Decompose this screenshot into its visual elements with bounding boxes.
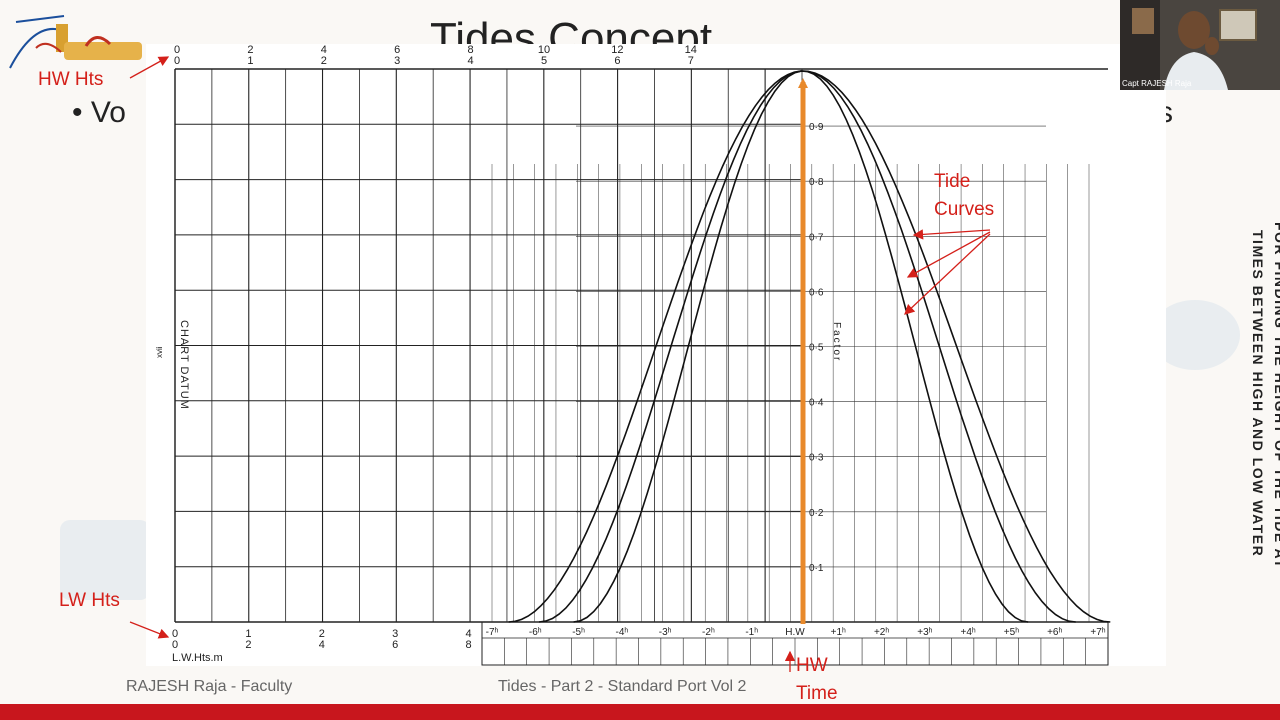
bottom-bar bbox=[0, 704, 1280, 720]
hw-time-label-line-1: HW bbox=[796, 655, 828, 676]
webcam-video[interactable]: Capt RAJESH Raja bbox=[1120, 0, 1280, 90]
top-scale-tick-label: 10 bbox=[538, 44, 550, 56]
bottom-scale-tick-label: 2 bbox=[245, 639, 251, 651]
bottom-scale-tick-label: 4 bbox=[466, 628, 472, 640]
side-title-line-1: FOR FINDING THE HEIGHT OF THE TIDE AT bbox=[1272, 222, 1280, 570]
top-scale-tick-label: 12 bbox=[611, 44, 623, 56]
lw-hts-axis-label: L.W.Hts.m bbox=[172, 652, 223, 664]
factor-tick-label: 0·5 bbox=[809, 343, 824, 354]
top-scale-tick-label: 7 bbox=[688, 55, 694, 67]
chart-datum-label: CHART DATUM bbox=[178, 320, 190, 410]
top-scale-tick-label: 3 bbox=[394, 55, 400, 67]
tide-curve-3 bbox=[573, 70, 1111, 623]
company-logo bbox=[9, 15, 142, 69]
time-axis-label: +7ʰ bbox=[1090, 627, 1105, 638]
time-axis-label: +1ʰ bbox=[831, 627, 846, 638]
bottom-scale-tick-label: 1 bbox=[245, 628, 251, 640]
time-axis-label: -7ʰ bbox=[486, 627, 499, 638]
time-axis-label: H.W bbox=[785, 627, 805, 638]
hw-line-arrowhead bbox=[798, 78, 808, 88]
page-number: xvii bbox=[155, 346, 164, 358]
time-axis-label: -4ʰ bbox=[615, 627, 628, 638]
time-axis-label: -6ʰ bbox=[529, 627, 542, 638]
top-scale-tick-label: 14 bbox=[685, 44, 697, 56]
top-scale-tick-label: 1 bbox=[247, 55, 253, 67]
time-axis-label: +6ʰ bbox=[1047, 627, 1062, 638]
hw-time-label-line-2: Time bbox=[796, 683, 838, 704]
top-scale-tick-label: 2 bbox=[247, 44, 253, 56]
factor-tick-label: 0·4 bbox=[809, 398, 824, 409]
top-scale-tick-label: 4 bbox=[468, 55, 474, 67]
factor-tick-label: 0·2 bbox=[809, 508, 824, 519]
webcam-participant-name: Capt RAJESH Raja bbox=[1122, 79, 1192, 88]
top-scale-tick-label: 6 bbox=[614, 55, 620, 67]
side-title-line-2: TIMES BETWEEN HIGH AND LOW WATER bbox=[1250, 230, 1266, 558]
factor-tick-label: 0·8 bbox=[809, 177, 824, 188]
top-scale-tick-label: 2 bbox=[321, 55, 327, 67]
top-scale-tick-label: 5 bbox=[541, 55, 547, 67]
footer-author: RAJESH Raja - Faculty bbox=[126, 678, 293, 695]
bottom-scale-tick-label: 2 bbox=[319, 628, 325, 640]
factor-tick-label: 0·1 bbox=[809, 563, 824, 574]
time-axis-label: +2ʰ bbox=[874, 627, 889, 638]
time-axis-label: -2ʰ bbox=[702, 627, 715, 638]
factor-tick-label: 0·9 bbox=[809, 122, 824, 133]
tide-curve-graph: 0 2 4 6 8 10 12 140 1 2 3 4 5 6 70 1 2 3 40 2 4 6 8L.W.Hts.mCH… bbox=[155, 44, 1111, 666]
top-scale-tick-label: 4 bbox=[321, 44, 327, 56]
factor-tick-label: 0·7 bbox=[809, 232, 824, 243]
time-axis-label: -3ʰ bbox=[659, 627, 672, 638]
tide-curve-chart: 0 2 4 6 8 10 12 14 0 1 2 3 4 5 6 7 0 1 2 3 4 0 2 4 6 8 L.W.Hts.m CH… bbox=[146, 44, 1280, 666]
background-decoration bbox=[60, 520, 150, 600]
bullet-text-start: Vo bbox=[90, 96, 126, 129]
factor-tick-label: 0·6 bbox=[809, 287, 824, 298]
top-scale-tick-label: 0 bbox=[174, 44, 180, 56]
tide-curves-label-line-1: Tide bbox=[934, 171, 971, 192]
webcam-person bbox=[1120, 0, 1280, 90]
chart-side-title: FOR FINDING THE HEIGHT OF THE TIDE AT TI… bbox=[1250, 222, 1280, 612]
tide-curves-label-line-2: Curves bbox=[934, 199, 995, 220]
factor-axis-label: Factor bbox=[831, 322, 842, 362]
tide-curve-1 bbox=[508, 70, 1029, 623]
factor-tick-label: 0·3 bbox=[809, 453, 824, 464]
time-axis-label: +5ʰ bbox=[1004, 627, 1019, 638]
bottom-scale-tick-label: 0 bbox=[172, 628, 178, 640]
top-scale-tick-label: 6 bbox=[394, 44, 400, 56]
footer-title: Tides - Part 2 - Standard Port Vol 2 bbox=[498, 678, 747, 695]
top-scale-tick-label: 0 bbox=[174, 55, 180, 67]
bottom-scale-tick-label: 0 bbox=[172, 639, 178, 651]
bottom-scale-tick-label: 4 bbox=[319, 639, 325, 651]
time-axis-label: -5ʰ bbox=[572, 627, 585, 638]
lw-hts-label: LW Hts bbox=[59, 590, 120, 611]
bottom-scale-tick-label: 3 bbox=[392, 628, 398, 640]
bottom-scale-tick-label: 8 bbox=[466, 639, 472, 651]
top-scale-tick-label: 8 bbox=[468, 44, 474, 56]
time-axis-label: +3ʰ bbox=[917, 627, 932, 638]
time-axis-label: -1ʰ bbox=[745, 627, 758, 638]
bottom-scale-tick-label: 6 bbox=[392, 639, 398, 651]
time-axis-label: +4ʰ bbox=[961, 627, 976, 638]
bullet-text: • Vo bbox=[72, 96, 126, 129]
hw-hts-label: HW Hts bbox=[38, 69, 104, 90]
